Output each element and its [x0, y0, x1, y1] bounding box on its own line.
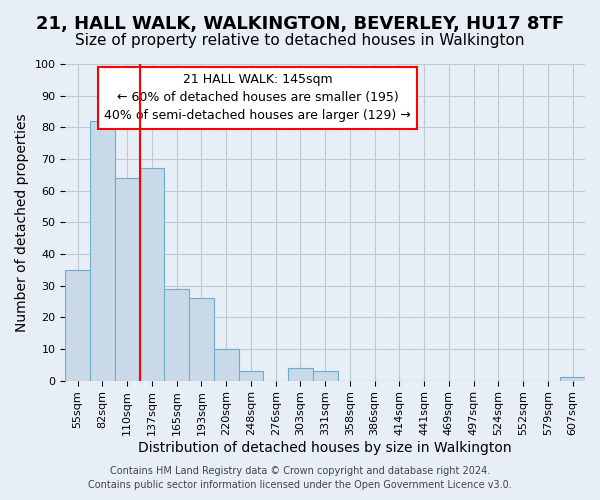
Bar — [65, 270, 90, 380]
X-axis label: Distribution of detached houses by size in Walkington: Distribution of detached houses by size … — [139, 441, 512, 455]
Bar — [115, 178, 140, 380]
Y-axis label: Number of detached properties: Number of detached properties — [15, 113, 29, 332]
Bar — [288, 368, 313, 380]
Bar — [140, 168, 164, 380]
Bar — [164, 289, 189, 380]
Bar — [313, 371, 338, 380]
Bar — [560, 378, 585, 380]
Text: Contains HM Land Registry data © Crown copyright and database right 2024.
Contai: Contains HM Land Registry data © Crown c… — [88, 466, 512, 490]
Bar — [239, 371, 263, 380]
Text: 21, HALL WALK, WALKINGTON, BEVERLEY, HU17 8TF: 21, HALL WALK, WALKINGTON, BEVERLEY, HU1… — [36, 15, 564, 33]
Bar — [214, 349, 239, 380]
Bar — [189, 298, 214, 380]
Bar — [90, 121, 115, 380]
Text: Size of property relative to detached houses in Walkington: Size of property relative to detached ho… — [75, 32, 525, 48]
Text: 21 HALL WALK: 145sqm
← 60% of detached houses are smaller (195)
40% of semi-deta: 21 HALL WALK: 145sqm ← 60% of detached h… — [104, 74, 411, 122]
